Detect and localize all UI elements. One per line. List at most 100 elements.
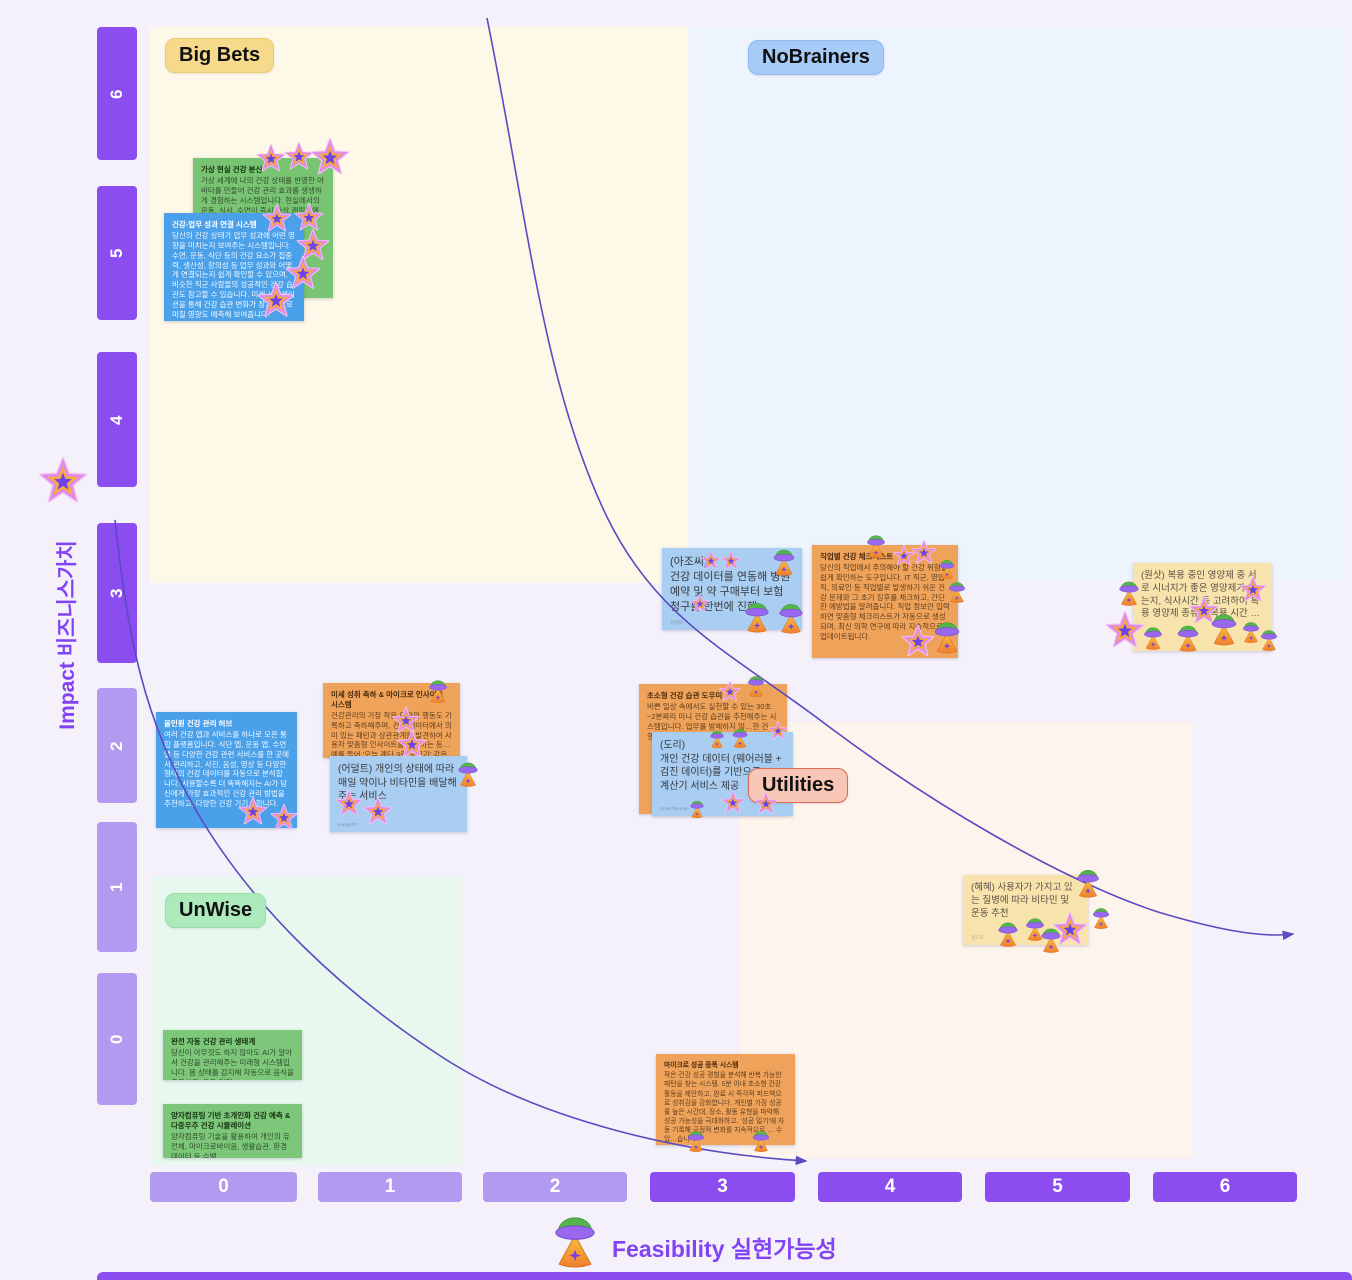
star-sticker-icon[interactable] (754, 792, 778, 814)
ufo-sticker-icon[interactable] (998, 922, 1018, 947)
ufo-sticker-icon[interactable] (458, 762, 478, 787)
note-body: 바쁜 일상 속에서도 실천할 수 있는 30초~2분짜리 미니 건강 습관을 추… (647, 701, 777, 741)
ufo-sticker-icon[interactable] (1041, 928, 1061, 953)
quadrant-label-unwise[interactable]: UnWise (165, 893, 267, 928)
star-sticker-icon[interactable] (296, 229, 330, 260)
ufo-sticker-icon[interactable] (752, 1131, 770, 1153)
ufo-sticker-icon[interactable] (745, 602, 769, 633)
note-author: Uma Thurman (660, 805, 689, 811)
note-title: 완전 자동 건강 관리 생태계 (171, 1037, 256, 1046)
ufo-sticker-icon[interactable] (1242, 622, 1260, 644)
ufo-sticker-icon[interactable] (948, 582, 966, 604)
ufo-sticker-icon[interactable] (1211, 614, 1237, 646)
effort-curve-upper (486, 17, 1295, 941)
impact-tick-3[interactable]: 3 (97, 523, 137, 663)
impact-axis-title[interactable]: Impact 비즈니스가치 (56, 540, 79, 730)
note-author: a.mgn007 (338, 821, 359, 827)
impact-tick-2[interactable]: 2 (97, 688, 137, 803)
impact-tick-1[interactable]: 1 (97, 822, 137, 952)
note-body: 여러 건강 앱과 서비스를 하나로 모은 통합 플랫폼입니다. 식단 앱, 운동… (164, 729, 289, 809)
impact-tick-0[interactable]: 0 (97, 973, 137, 1105)
sticky-note-hyehye-recommend[interactable]: (혜혜) 사용자가 가지고 있는 질병에 따라 비타민 및 운동 추천 정도희 (963, 875, 1088, 945)
ufo-sticker-icon[interactable] (690, 800, 704, 819)
star-sticker-icon[interactable] (701, 551, 721, 570)
sticky-note-auto-ecosystem[interactable]: 완전 자동 건강 관리 생태계 당신이 아무것도 하지 않아도 AI가 알아서 건… (163, 1030, 302, 1080)
star-sticker-icon[interactable] (256, 144, 286, 172)
impact-tick-5[interactable]: 5 (97, 186, 137, 320)
note-title: 건강-업무 성과 연결 시스템 (172, 220, 257, 229)
ufo-sticker-icon[interactable] (687, 1131, 705, 1153)
star-sticker-icon[interactable] (719, 681, 741, 702)
ufo-sticker-icon[interactable] (773, 549, 795, 576)
note-body: 양자컴퓨팅 기술을 활용하여 개인의 유전체, 마이크로바이옴, 생활습관, 환… (171, 1131, 290, 1158)
star-sticker-icon[interactable] (1105, 611, 1145, 648)
star-sticker-icon[interactable] (238, 797, 268, 825)
star-sticker-icon[interactable] (721, 551, 741, 570)
ufo-sticker-icon[interactable] (1092, 908, 1110, 930)
star-sticker-icon[interactable] (335, 790, 363, 816)
star-sticker-icon[interactable] (1239, 576, 1267, 602)
star-sticker-icon[interactable] (257, 282, 295, 317)
ufo-sticker-icon[interactable] (1077, 869, 1099, 898)
sticky-note-job-checklist[interactable]: 직업별 건강 체크리스트 당신의 직업에서 주의해야 할 건강 위험을 쉽게 확인… (812, 545, 958, 658)
sticky-note-micro-success[interactable]: 마이크로 성공 증폭 시스템 작은 건강 성공 경험을 분석해 반복 가능한 패턴… (656, 1054, 795, 1145)
star-sticker-icon[interactable] (911, 540, 937, 564)
sticky-note-quantum-simulation[interactable]: 양자컴퓨팅 기반 초개인화 건강 예측 & 다중우주 건강 시뮬레이션 양자컴퓨팅… (163, 1104, 302, 1158)
star-sticker-icon[interactable] (690, 594, 710, 613)
star-sticker-icon[interactable] (284, 142, 314, 170)
feasibility-tick-4[interactable]: 4 (818, 1172, 962, 1202)
ufo-sticker-icon[interactable] (867, 535, 885, 559)
ufo-sticker-icon[interactable] (1026, 918, 1044, 942)
sticky-note-all-in-one-hub[interactable]: 올인원 건강 관리 허브 여러 건강 앱과 서비스를 하나로 모은 통합 플랫폼입… (156, 712, 297, 828)
note-title: 양자컴퓨팅 기반 초개인화 건강 예측 & 다중우주 건강 시뮬레이션 (171, 1111, 291, 1130)
ufo-sticker-icon[interactable] (1260, 630, 1278, 652)
ufo-sticker-icon[interactable] (429, 680, 447, 704)
star-sticker-icon[interactable] (1052, 912, 1088, 945)
feasibility-tick-6[interactable]: 6 (1153, 1172, 1297, 1202)
ufo-sticker-icon[interactable] (1119, 581, 1139, 606)
ufo-sticker-icon[interactable] (779, 603, 803, 634)
note-body: (혜혜) 사용자가 가지고 있는 질병에 따라 비타민 및 운동 추천 (971, 882, 1073, 919)
sticky-note-micro-insight[interactable]: 미세 성취 축하 & 마이크로 인사이트 시스템 건강관리의 가장 작은 단위의 … (323, 683, 460, 758)
feasibility-tick-3[interactable]: 3 (650, 1172, 795, 1202)
quadrant-label-nobrainers[interactable]: NoBrainers (748, 40, 884, 75)
star-sticker-icon[interactable] (893, 545, 915, 566)
star-sticker-icon[interactable] (901, 625, 935, 656)
star-sticker-icon[interactable] (1189, 596, 1219, 624)
star-sticker-icon[interactable] (363, 797, 393, 825)
quadrant-label-utilities[interactable]: Utilities (748, 768, 849, 803)
star-sticker-icon[interactable] (392, 707, 420, 733)
feasibility-tick-1[interactable]: 1 (318, 1172, 462, 1202)
feasibility-tick-0[interactable]: 0 (150, 1172, 297, 1202)
ufo-sticker-icon[interactable] (747, 676, 765, 698)
ufo-sticker-icon[interactable] (555, 1217, 595, 1268)
note-body: 당신이 아무것도 하지 않아도 AI가 알아서 건강을 관리해주는 미래형 시스… (171, 1047, 294, 1080)
quadrant-region-nobrainers (690, 27, 1345, 580)
ufo-sticker-icon[interactable] (732, 728, 748, 749)
sticky-note-adult-delivery[interactable]: (어덜트) 개인의 상태에 따라 매일 약이나 비타민을 배달해주는 서비스 a.… (330, 756, 467, 832)
star-sticker-icon[interactable] (768, 721, 788, 740)
quadrant-label-big-bets[interactable]: Big Bets (165, 38, 275, 73)
star-sticker-icon[interactable] (397, 730, 427, 758)
ufo-sticker-icon[interactable] (939, 559, 955, 580)
ufo-sticker-icon[interactable] (710, 730, 724, 749)
star-sticker-icon[interactable] (39, 457, 87, 503)
sticky-note-ajossi-insurance[interactable]: (아조씨) 건강 데이터를 연동해 병원 예약 및 약 구매부터 보험 청구를 … (662, 548, 802, 630)
impact-tick-4[interactable]: 4 (97, 352, 137, 487)
feasibility-tick-5[interactable]: 5 (985, 1172, 1130, 1202)
ufo-sticker-icon[interactable] (1144, 627, 1162, 651)
star-sticker-icon[interactable] (285, 256, 321, 289)
star-sticker-icon[interactable] (310, 138, 350, 175)
feasibility-axis-title[interactable]: Feasibility 실현가능성 (612, 1236, 837, 1262)
star-sticker-icon[interactable] (270, 804, 298, 830)
ufo-sticker-icon[interactable] (934, 622, 960, 654)
star-sticker-icon[interactable] (262, 204, 292, 232)
impact-tick-6[interactable]: 6 (97, 27, 137, 160)
ufo-sticker-icon[interactable] (1177, 625, 1199, 652)
bottom-section-edge (97, 1272, 1352, 1280)
star-sticker-icon[interactable] (721, 791, 745, 813)
feasibility-tick-2[interactable]: 2 (483, 1172, 627, 1202)
star-sticker-icon[interactable] (294, 203, 324, 231)
